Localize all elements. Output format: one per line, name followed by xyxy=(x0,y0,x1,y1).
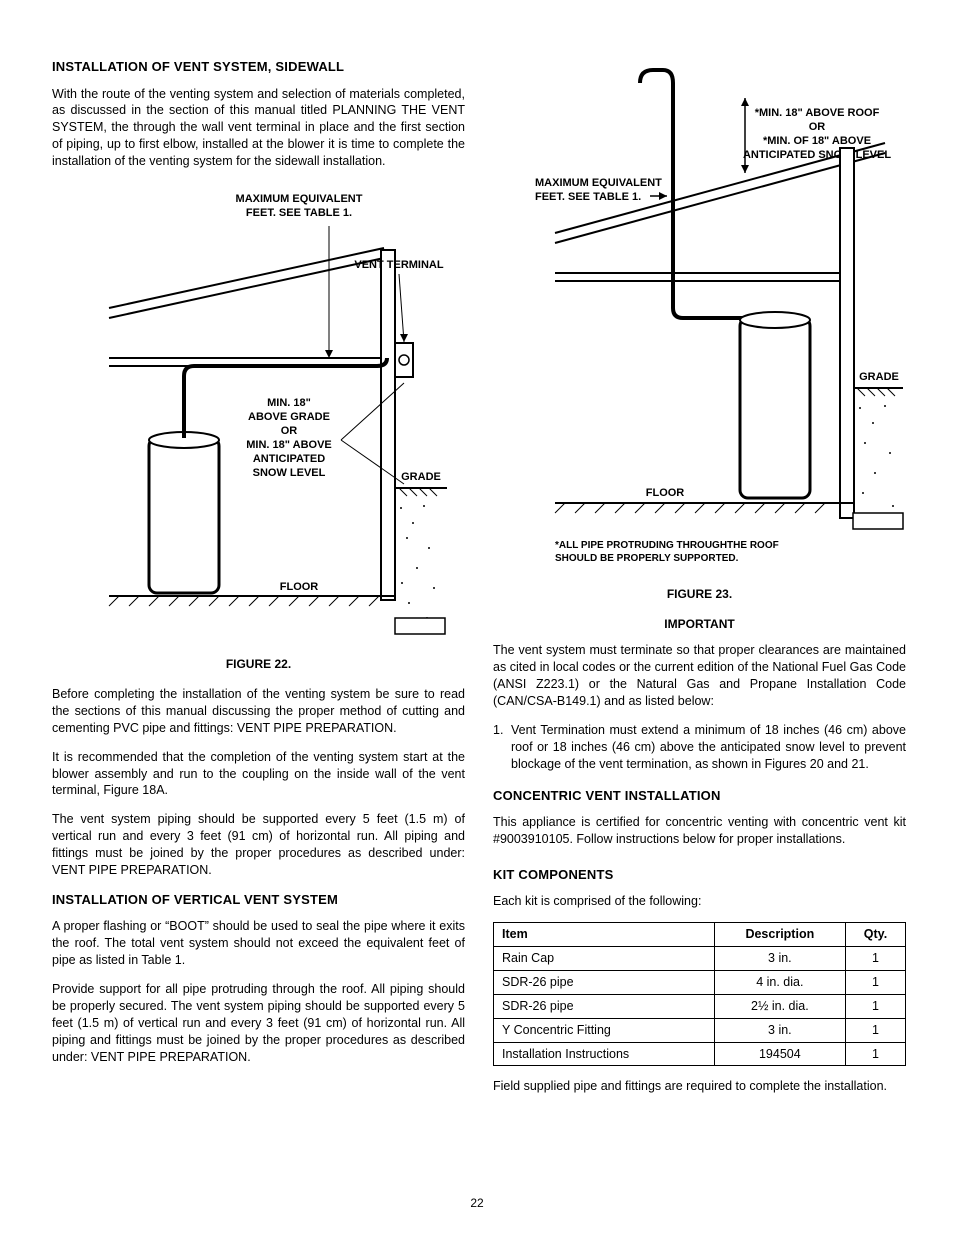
svg-text:FEET. SEE TABLE 1.: FEET. SEE TABLE 1. xyxy=(535,191,641,203)
para-before: Before completing the installation of th… xyxy=(52,686,465,737)
svg-text:*MIN. OF 18" ABOVE: *MIN. OF 18" ABOVE xyxy=(762,135,870,147)
table-row: SDR-26 pipe4 in. dia.1 xyxy=(494,970,906,994)
table-cell: 1 xyxy=(846,947,906,971)
svg-text:FEET. SEE TABLE 1.: FEET. SEE TABLE 1. xyxy=(245,207,351,219)
svg-text:MIN. 18": MIN. 18" xyxy=(267,397,311,409)
svg-text:*MIN. 18" ABOVE ROOF: *MIN. 18" ABOVE ROOF xyxy=(754,107,879,119)
heading-kit: KIT COMPONENTS xyxy=(493,866,906,884)
important-heading: IMPORTANT xyxy=(493,616,906,632)
table-header-row: Item Description Qty. xyxy=(494,923,906,947)
table-cell: 1 xyxy=(846,970,906,994)
table-cell: 1 xyxy=(846,1018,906,1042)
para-vertical-2: Provide support for all pipe protruding … xyxy=(52,981,465,1065)
figure-22: MAXIMUM EQUIVALENT FEET. SEE TABLE 1. VE… xyxy=(52,188,465,648)
kit-table: Item Description Qty. Rain Cap3 in.1SDR-… xyxy=(493,922,906,1066)
th-desc: Description xyxy=(714,923,845,947)
para-concentric: This appliance is certified for concentr… xyxy=(493,814,906,848)
para-kit-intro: Each kit is comprised of the following: xyxy=(493,893,906,910)
svg-text:ANTICIPATED SNOW LEVEL: ANTICIPATED SNOW LEVEL xyxy=(742,149,890,161)
heading-concentric: CONCENTRIC VENT INSTALLATION xyxy=(493,787,906,805)
figure-23-caption: FIGURE 23. xyxy=(493,586,906,602)
svg-text:VENT TERMINAL: VENT TERMINAL xyxy=(354,259,444,271)
heading-vertical: INSTALLATION OF VERTICAL VENT SYSTEM xyxy=(52,891,465,909)
list-num: 1. xyxy=(493,722,511,773)
svg-text:SNOW LEVEL: SNOW LEVEL xyxy=(252,467,325,479)
th-qty: Qty. xyxy=(846,923,906,947)
right-column: *MIN. 18" ABOVE ROOF OR *MIN. OF 18" ABO… xyxy=(493,58,906,1107)
svg-text:OR: OR xyxy=(280,425,297,437)
list-item: 1. Vent Termination must extend a minimu… xyxy=(493,722,906,773)
para-support: The vent system piping should be support… xyxy=(52,811,465,879)
table-row: Rain Cap3 in.1 xyxy=(494,947,906,971)
two-column-layout: INSTALLATION OF VENT SYSTEM, SIDEWALL Wi… xyxy=(52,58,906,1107)
th-item: Item xyxy=(494,923,715,947)
heading-sidewall: INSTALLATION OF VENT SYSTEM, SIDEWALL xyxy=(52,58,465,76)
para-vertical-1: A proper flashing or “BOOT” should be us… xyxy=(52,918,465,969)
table-cell: 194504 xyxy=(714,1042,845,1066)
svg-text:FLOOR: FLOOR xyxy=(645,487,684,499)
svg-text:ANTICIPATED: ANTICIPATED xyxy=(252,453,324,465)
table-cell: Installation Instructions xyxy=(494,1042,715,1066)
table-row: Y Concentric Fitting3 in.1 xyxy=(494,1018,906,1042)
table-cell: 1 xyxy=(846,994,906,1018)
para-sidewall-intro: With the route of the venting system and… xyxy=(52,86,465,170)
table-cell: SDR-26 pipe xyxy=(494,970,715,994)
para-important: The vent system must terminate so that p… xyxy=(493,642,906,710)
page-number: 22 xyxy=(0,1195,954,1211)
table-cell: 4 in. dia. xyxy=(714,970,845,994)
figure-22-caption: FIGURE 22. xyxy=(52,656,465,672)
left-column: INSTALLATION OF VENT SYSTEM, SIDEWALL Wi… xyxy=(52,58,465,1107)
svg-text:MAXIMUM EQUIVALENT: MAXIMUM EQUIVALENT xyxy=(235,193,362,205)
numbered-list: 1. Vent Termination must extend a minimu… xyxy=(493,722,906,773)
svg-text:OR: OR xyxy=(808,121,825,133)
table-cell: Rain Cap xyxy=(494,947,715,971)
table-cell: 3 in. xyxy=(714,947,845,971)
table-cell: 3 in. xyxy=(714,1018,845,1042)
svg-text:*ALL PIPE PROTRUDING THROUGHTH: *ALL PIPE PROTRUDING THROUGHTHE ROOF xyxy=(555,540,779,551)
svg-text:GRADE: GRADE xyxy=(401,471,441,483)
svg-text:SHOULD BE PROPERLY SUPPORTED.: SHOULD BE PROPERLY SUPPORTED. xyxy=(555,553,739,564)
svg-text:GRADE: GRADE xyxy=(859,371,899,383)
svg-text:ABOVE GRADE: ABOVE GRADE xyxy=(248,411,330,423)
figure-23: *MIN. 18" ABOVE ROOF OR *MIN. OF 18" ABO… xyxy=(493,58,906,578)
svg-text:MAXIMUM EQUIVALENT: MAXIMUM EQUIVALENT xyxy=(535,177,662,189)
para-recommend: It is recommended that the completion of… xyxy=(52,749,465,800)
table-cell: SDR-26 pipe xyxy=(494,994,715,1018)
table-cell: Y Concentric Fitting xyxy=(494,1018,715,1042)
svg-text:FLOOR: FLOOR xyxy=(279,581,318,593)
svg-text:MIN. 18" ABOVE: MIN. 18" ABOVE xyxy=(246,439,332,451)
list-text: Vent Termination must extend a minimum o… xyxy=(511,722,906,773)
table-row: SDR-26 pipe2½ in. dia.1 xyxy=(494,994,906,1018)
table-cell: 2½ in. dia. xyxy=(714,994,845,1018)
table-row: Installation Instructions1945041 xyxy=(494,1042,906,1066)
para-field: Field supplied pipe and fittings are req… xyxy=(493,1078,906,1095)
table-cell: 1 xyxy=(846,1042,906,1066)
